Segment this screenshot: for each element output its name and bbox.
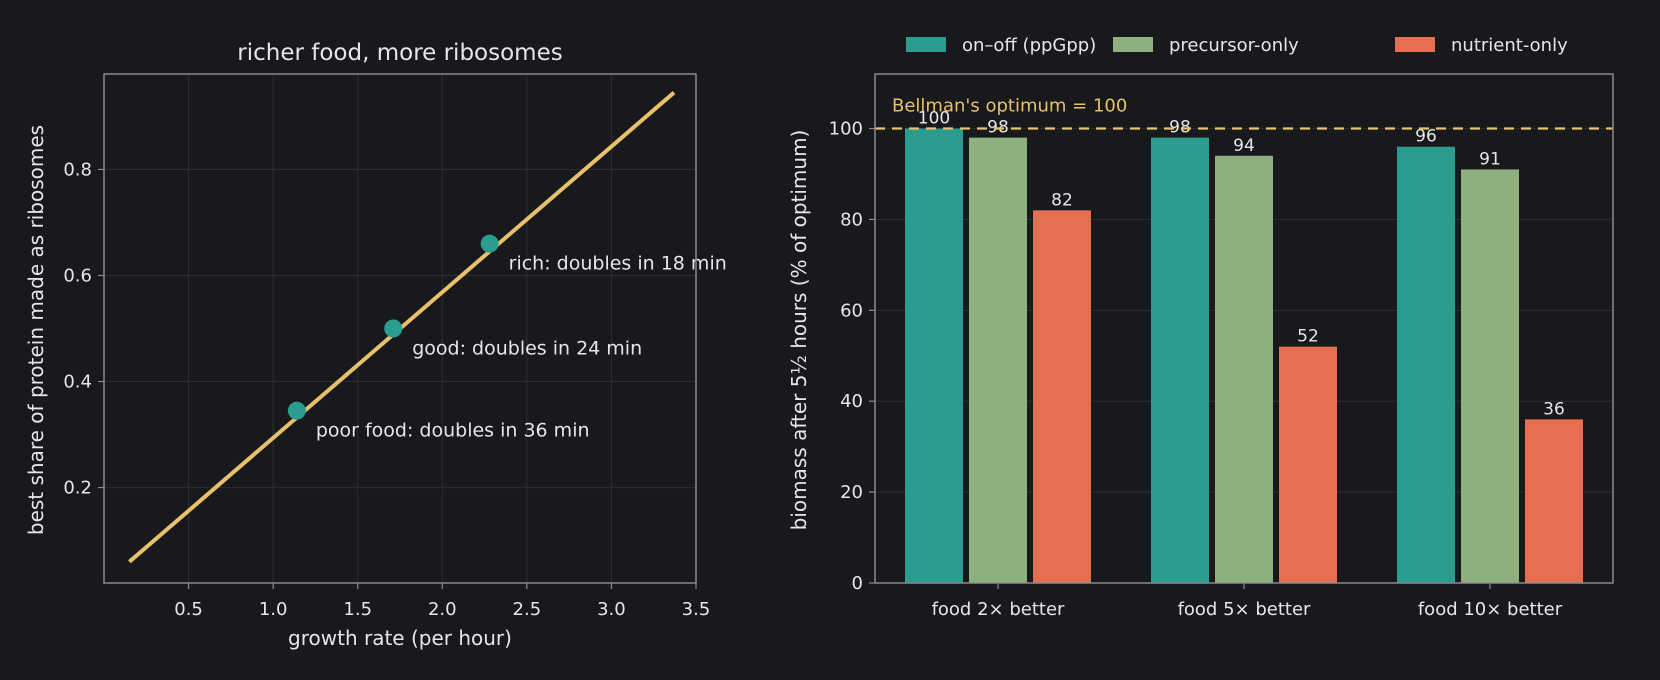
bar-on-off [1151,137,1209,583]
legend-swatch [1113,37,1153,52]
left-plot-frame [103,73,697,584]
left-x-tick-label: 2.0 [428,599,457,620]
right-x-ticks: food 2× better food 5× better food 10× bet… [932,583,1563,620]
bar-precursor [1215,155,1273,583]
left-y-axis-label: best share of protein made as ribosomes [24,125,48,535]
right-y-ticks: 0 20 40 60 80 100 [829,119,875,594]
left-x-tick-label: 3.5 [682,599,711,620]
left-x-tick-label: 1.0 [259,599,288,620]
bar-value-label: 52 [1297,327,1319,347]
bar-value-label: 100 [918,109,950,129]
bar-on-off [905,128,963,584]
right-y-tick-label: 100 [829,119,863,140]
category-label: food 2× better [932,599,1065,620]
left-x-tick-label: 0.5 [174,599,203,620]
growth-condition-point [480,234,499,253]
left-y-ticks: 0.2 0.4 0.6 0.8 [63,159,104,499]
right-plot-frame [874,73,1614,584]
right-y-axis-label: biomass after 5½ hours (% of optimum) [787,130,811,531]
left-chart-title: richer food, more ribosomes [237,40,562,66]
bar-value-label: 96 [1415,127,1437,147]
bar-precursor [969,137,1027,583]
left-y-tick-label: 0.2 [63,478,92,499]
right-y-tick-label: 0 [852,573,863,594]
optimum-label: Bellman's optimum = 100 [892,96,1127,117]
legend-label: precursor-only [1169,35,1299,56]
legend-label: on–off (ppGpp) [962,35,1096,56]
left-y-tick-label: 0.6 [63,265,92,286]
point-annotation: poor food: doubles in 36 min [316,420,590,442]
legend: on–off (ppGpp) precursor-only nutrient-onl… [906,35,1568,56]
left-x-tick-label: 3.0 [597,599,626,620]
left-y-tick-label: 0.4 [63,372,92,393]
growth-condition-point [287,401,306,420]
legend-swatch [1395,37,1435,52]
right-y-tick-label: 60 [840,300,863,321]
bar-value-label: 94 [1233,136,1255,156]
right-y-tick-label: 20 [840,482,863,503]
left-x-tick-label: 1.5 [343,599,372,620]
bar-nutrient [1279,346,1337,583]
right-y-tick-label: 80 [840,209,863,230]
left-x-axis-label: growth rate (per hour) [288,626,512,650]
bar-value-label: 82 [1051,190,1073,210]
optimum-reference: Bellman's optimum = 100 [875,96,1613,130]
right-chart: on–off (ppGpp) precursor-only nutrient-onl… [787,35,1614,620]
legend-label: nutrient-only [1451,35,1568,56]
category-label: food 10× better [1418,599,1563,620]
bar-on-off [1397,146,1455,583]
left-x-tick-label: 2.5 [513,599,542,620]
bar-value-label: 98 [1169,118,1191,138]
point-annotation: rich: doubles in 18 min [509,253,727,275]
bar-precursor [1461,169,1519,583]
left-plot-area: poor food: doubles in 36 min good: double… [128,91,727,564]
growth-condition-point [384,319,403,338]
left-y-tick-label: 0.8 [63,159,92,180]
right-y-tick-label: 40 [840,391,863,412]
left-x-ticks: 0.5 1.0 1.5 2.0 2.5 3.0 3.5 [174,583,710,620]
bar-nutrient [1525,419,1583,583]
point-annotation: good: doubles in 24 min [412,338,642,360]
left-chart: richer food, more ribosomes 0.5 1.0 1.5 2.0… [24,40,727,650]
bar-value-label: 91 [1479,149,1501,169]
bar-nutrient [1033,210,1091,583]
bar-value-label: 36 [1543,399,1565,419]
category-label: food 5× better [1178,599,1311,620]
legend-swatch [906,37,946,52]
